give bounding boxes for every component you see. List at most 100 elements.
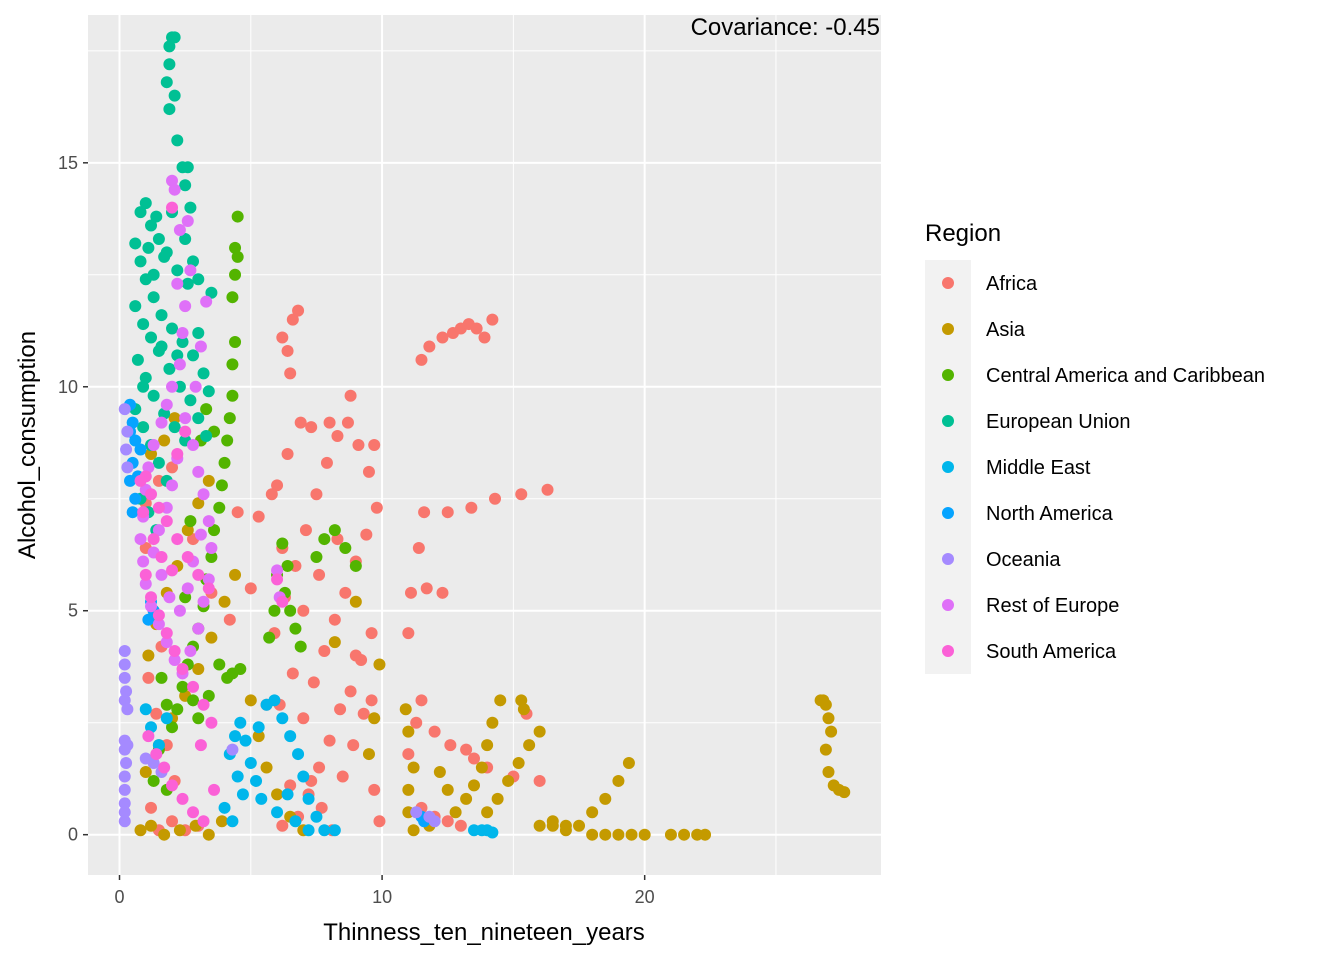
data-point [181, 277, 194, 290]
data-point [142, 613, 155, 626]
data-point [179, 232, 192, 245]
data-point [236, 788, 249, 801]
data-point [368, 439, 381, 451]
data-point [444, 739, 457, 752]
data-point [121, 739, 134, 752]
data-point [160, 76, 173, 89]
data-point [512, 757, 525, 770]
data-point [187, 349, 200, 362]
data-point [541, 483, 554, 496]
data-point [231, 770, 244, 783]
data-point [523, 739, 536, 752]
data-point [152, 524, 165, 537]
data-point [368, 783, 381, 796]
data-point [121, 703, 134, 716]
data-point [184, 394, 197, 407]
data-point [515, 488, 528, 501]
data-point [139, 568, 152, 581]
data-point [163, 40, 176, 53]
data-point [166, 721, 179, 734]
data-point [155, 671, 168, 684]
data-point [318, 645, 331, 658]
data-point [271, 564, 284, 577]
data-point [250, 774, 263, 787]
data-point [205, 716, 218, 729]
data-point [310, 810, 323, 823]
data-point [678, 828, 691, 841]
data-point [145, 600, 158, 613]
legend-label: Middle East [986, 457, 1091, 479]
data-point [226, 815, 239, 828]
data-point [202, 385, 215, 398]
data-point [192, 622, 205, 635]
data-point [218, 456, 231, 469]
data-point [208, 524, 221, 537]
data-point [339, 542, 352, 555]
data-point [271, 806, 284, 819]
data-point [299, 524, 312, 537]
data-point [166, 815, 179, 828]
legend: Region Africa Asia Central America and Car… [925, 220, 1265, 674]
data-point [822, 712, 835, 725]
data-point [349, 595, 362, 608]
data-point [344, 685, 357, 698]
data-point [825, 725, 838, 738]
data-point [310, 550, 323, 563]
data-point [173, 604, 186, 617]
data-point [155, 550, 168, 563]
data-point [599, 792, 612, 805]
data-point [192, 568, 205, 581]
data-point [226, 358, 239, 371]
data-point [486, 826, 499, 839]
data-point [158, 828, 171, 841]
data-point [223, 412, 236, 425]
data-point [470, 322, 483, 335]
data-point [205, 542, 218, 555]
data-point [467, 779, 480, 792]
data-point [281, 447, 294, 460]
data-point [302, 792, 315, 805]
data-point [213, 658, 226, 671]
data-point [181, 582, 194, 595]
data-point [441, 506, 454, 519]
data-point [328, 636, 341, 649]
grid-lines [88, 15, 881, 875]
data-point [155, 568, 168, 581]
data-point [231, 506, 244, 519]
legend-key [942, 645, 954, 657]
data-point [118, 815, 131, 828]
data-point [145, 331, 158, 344]
data-point [150, 707, 163, 720]
data-point [234, 716, 247, 729]
data-point [158, 250, 171, 263]
data-point [137, 380, 150, 393]
data-point [305, 421, 318, 434]
data-point [404, 586, 417, 599]
data-point [229, 335, 242, 348]
data-point [491, 792, 504, 805]
data-point [129, 300, 142, 313]
data-point [202, 689, 215, 702]
data-point [118, 403, 131, 416]
data-point [699, 828, 712, 841]
data-point [192, 273, 205, 286]
data-point [307, 676, 320, 689]
data-point [819, 743, 832, 756]
data-point [137, 318, 150, 331]
data-point [192, 412, 205, 425]
data-point [294, 640, 307, 653]
data-point [166, 564, 179, 577]
series-middle-east [139, 694, 499, 839]
data-point [139, 577, 152, 590]
data-point [179, 300, 192, 313]
data-point [139, 765, 152, 778]
data-point [126, 506, 139, 519]
data-point [612, 774, 625, 787]
data-point [402, 627, 415, 640]
data-point [533, 774, 546, 787]
data-point [168, 421, 181, 434]
data-point [118, 770, 131, 783]
data-point [187, 806, 200, 819]
data-point [373, 658, 386, 671]
